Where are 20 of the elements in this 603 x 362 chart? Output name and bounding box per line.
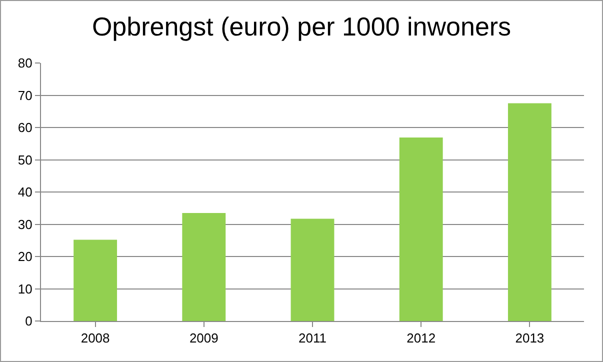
y-tick-label: 50 (18, 152, 32, 168)
x-tick-label: 2008 (80, 330, 110, 346)
bar (290, 218, 334, 321)
y-tick-label: 80 (18, 56, 32, 71)
y-tick-label: 20 (18, 249, 32, 264)
x-tick-label: 2011 (298, 330, 326, 346)
x-tick-label: 2012 (406, 330, 436, 346)
chart-title: Opbrengst (euro) per 1000 inwoners (92, 11, 512, 42)
y-tick-label: 30 (18, 216, 32, 232)
x-tick-label: 2013 (515, 330, 544, 346)
bar (74, 240, 118, 321)
y-tick-label: 60 (18, 120, 32, 136)
y-tick-label: 70 (18, 88, 32, 103)
y-tick-label: 10 (18, 281, 32, 296)
y-tick-label: 0 (25, 314, 32, 329)
x-tick-label: 2009 (189, 330, 218, 346)
bar (508, 103, 552, 321)
bar (182, 212, 226, 321)
y-tick-label: 40 (18, 184, 32, 200)
bar (399, 138, 443, 321)
